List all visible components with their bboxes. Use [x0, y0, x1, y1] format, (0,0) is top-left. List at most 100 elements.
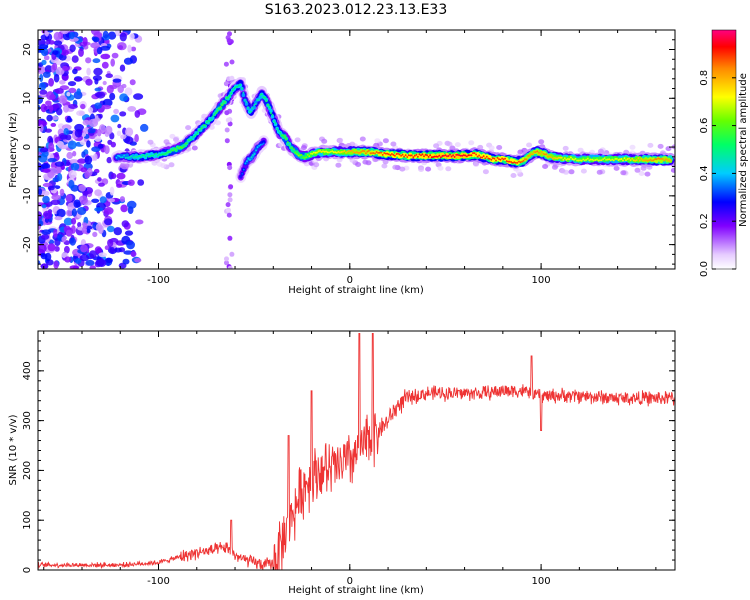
spectrogram-ridge-cell [302, 156, 304, 159]
spectrogram-ridge-cell [239, 175, 242, 178]
spectrogram-ridge-cell [469, 154, 471, 157]
spectrogram-noise-blob [71, 217, 77, 225]
spectrogram-noise-blob [85, 57, 92, 64]
spectrogram-noise-blob [116, 130, 122, 137]
spectrogram-noise-blob [77, 207, 87, 215]
spectrogram-ridge-cell [255, 149, 257, 152]
spectrogram-noise-blob [42, 71, 51, 78]
spectrogram-ridge-cell [378, 151, 381, 154]
spectrogram-ridge-cell [179, 146, 182, 149]
spectrogram-noise-blob [562, 145, 569, 151]
spectrogram-ridge-cell [380, 151, 383, 154]
y-tick-label: 0 [22, 144, 33, 150]
spectrogram-noise-blob [43, 55, 50, 61]
spectrogram-ridge-cell [253, 104, 256, 106]
spectrogram-ridge-cell [222, 102, 225, 105]
spectrogram-ridge-cell [577, 159, 580, 162]
spectrogram-ridge-cell [250, 110, 253, 113]
spectrogram-noise-blob [39, 74, 44, 82]
spectrogram-ridge-cell [178, 147, 181, 150]
spectrogram-ridge-cell [635, 159, 638, 162]
spectrogram-noise-blob [41, 59, 47, 65]
snr-x-label: Height of straight line (km) [288, 585, 424, 596]
colorbar-gradient [711, 29, 737, 270]
spectrogram-noise-blob [52, 177, 59, 183]
spectrogram-ridge-cell [290, 147, 292, 150]
spectrogram-noise-blob [52, 50, 59, 55]
spectrogram-ridge-cell [276, 127, 278, 130]
spectrogram-noise-blob [224, 127, 230, 133]
spectrogram-ridge-cell [245, 100, 248, 103]
spectrogram-noise-blob [433, 143, 440, 149]
spectrogram-x-axis: -100 0 100 [43, 30, 657, 286]
spectrogram-noise-blob [47, 158, 57, 163]
spectrogram-ridge-cell [273, 122, 278, 127]
colorbar-ticks: 0.0 0.2 0.4 0.6 0.8 [699, 70, 736, 277]
spectrogram-noise-blob [41, 168, 51, 173]
spectrogram-ridge-cell [316, 151, 318, 154]
spectrogram-ridge-cell [293, 148, 295, 151]
spectrogram-ridge-cell [389, 154, 392, 157]
spectrogram-noise-blob [82, 119, 90, 126]
spectrogram-noise-blob [47, 243, 56, 252]
spectrogram-ridge-cell [432, 156, 435, 158]
spectrogram-noise-blob [227, 197, 233, 203]
spectrogram-noise-blob [96, 259, 107, 267]
spectrogram-ridge-cell [452, 154, 454, 157]
spectrogram-noise-blob [82, 37, 88, 46]
spectrogram-noise-blob [56, 208, 66, 218]
spectrogram-noise-blob [226, 212, 232, 218]
spectrogram-ridge-cell [654, 158, 656, 161]
spectrogram-ridge-cell [606, 158, 609, 161]
colorbar-label: Normalized spectral amplitude [738, 73, 749, 227]
spectrogram-ridge-cell [597, 159, 600, 162]
spectrogram-ridge-cell [580, 159, 583, 162]
spectrogram-noise-blob [98, 252, 107, 258]
spectrogram-noise-blob [130, 251, 137, 257]
spectrogram-ridge-cell [236, 85, 239, 88]
spectrogram-ridge-cell [241, 172, 244, 175]
spectrogram-ridge-cell [516, 161, 519, 164]
spectrogram-ridge-cell [366, 150, 369, 153]
spectrogram-ridge-cell [407, 154, 410, 157]
spectrogram-ridge-cell [331, 150, 334, 153]
spectrogram-ridge-cell [655, 158, 658, 161]
spectrogram-noise-blob [66, 92, 71, 97]
spectrogram-ridge-cell [545, 153, 548, 156]
spectrogram-ridge-cell [391, 153, 393, 155]
y-tick-label: 400 [22, 361, 33, 380]
spectrogram-ridge-cell [398, 153, 401, 156]
spectrogram-noise-blob [119, 93, 128, 102]
spectrogram-ridge-cell [591, 158, 594, 161]
spectrogram-ridge-cell [371, 152, 373, 155]
spectrogram-noise-blob [226, 207, 231, 213]
spectrogram-ridge-cell [343, 150, 346, 152]
spectrogram-frame [37, 29, 676, 270]
spectrogram-ridge-cell [201, 127, 204, 129]
spectrogram-noise-blob [634, 167, 641, 173]
colorbar-tick-label: 0.8 [699, 70, 710, 86]
spectrogram-ridge-cell [115, 156, 118, 159]
spectrogram-ridge-cell [571, 158, 574, 161]
spectrogram-noise-blob [482, 169, 489, 175]
spectrogram-ridge-cell [560, 156, 563, 159]
spectrogram-noise-blob [399, 166, 406, 172]
spectrogram-noise-blob [98, 113, 103, 119]
spectrogram-noise-blob [52, 62, 58, 71]
spectrogram-noise-blob [77, 222, 82, 228]
spectrogram-noise-blob [89, 265, 96, 269]
figure-title: S163.2023.012.23.13.E33 [265, 2, 448, 18]
spectrogram-noise-blob [40, 190, 50, 196]
spectrogram-ridge-cell [288, 144, 291, 147]
spectrogram-ridge-cell [198, 129, 201, 132]
spectrogram-noise-blob [109, 92, 116, 101]
spectrogram-ridge-cell [215, 112, 217, 114]
spectrogram-noise-blob [227, 235, 233, 241]
spectrogram-ridge-cell [585, 158, 588, 161]
spectrogram-noise-blob [86, 140, 91, 148]
spectrogram-noise-blob [300, 145, 307, 151]
spectrogram-ridge-cell [473, 152, 476, 155]
spectrogram-noise-blob [38, 82, 47, 91]
spectrogram-ridge-cell [244, 99, 246, 101]
spectrogram-ridge-cell [464, 154, 467, 157]
